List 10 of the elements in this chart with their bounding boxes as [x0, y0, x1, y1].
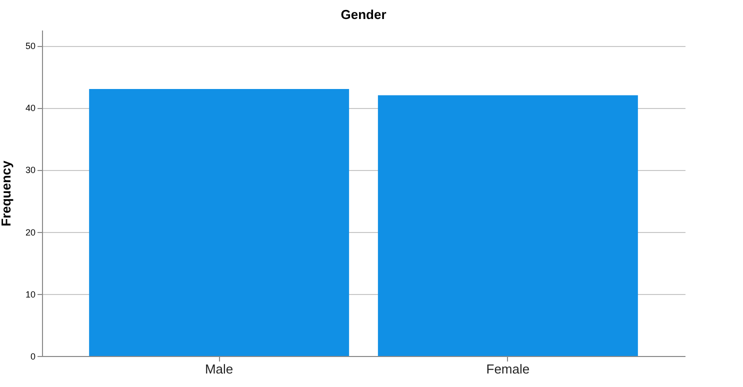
y-tick-label: 50	[25, 41, 36, 52]
y-axis-title: Frequency	[0, 160, 14, 226]
chart-title: Gender	[340, 7, 386, 22]
x-tick-label: Male	[204, 362, 234, 376]
y-tick-label: 30	[25, 165, 36, 176]
y-tick-label: 0	[30, 352, 36, 362]
x-tick-label: Female	[486, 362, 530, 376]
y-tick-label: 40	[25, 103, 36, 114]
y-tick-label: 10	[25, 289, 36, 300]
y-tick-label: 20	[25, 227, 36, 238]
